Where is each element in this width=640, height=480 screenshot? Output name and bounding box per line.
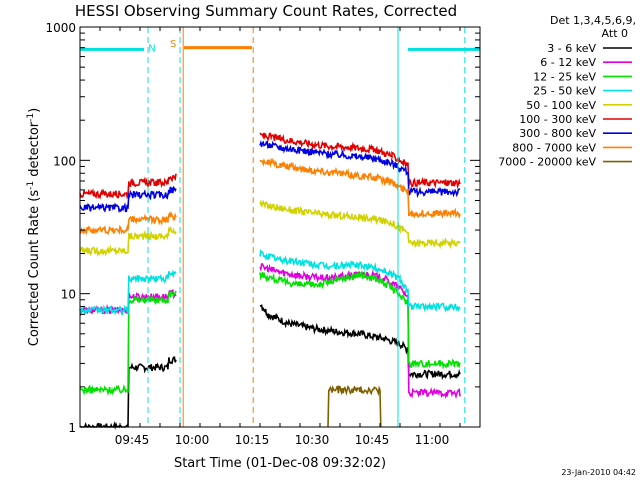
y-axis-label-part: ): [27, 108, 42, 113]
legend-entry: 25 - 50 keV: [533, 85, 632, 98]
legend-entry: 3 - 6 keV: [547, 42, 632, 55]
series-50to100kev: [79, 199, 461, 258]
x-tick-label: 09:45: [115, 433, 150, 447]
y-axis-label-part: Corrected Count Rate (s: [27, 190, 42, 347]
legend-entry: 100 - 300 keV: [519, 113, 632, 126]
series-100to300kev: [79, 132, 461, 200]
x-tick-label: 10:15: [235, 433, 270, 447]
plot-frame: [79, 26, 481, 428]
legend-entry-label: 12 - 25 keV: [533, 70, 596, 83]
series-line-segment: [259, 157, 461, 220]
legend-entry: 50 - 100 keV: [526, 99, 632, 112]
series-line-segment: [259, 132, 461, 190]
legend-entry-label: 50 - 100 keV: [526, 99, 596, 112]
series-layer: [79, 132, 461, 430]
y-axis-label-exponent: -1: [26, 113, 36, 122]
y-tick-label: 1: [68, 421, 76, 435]
timestamp-stamp: 23-Jan-2010 04:42: [561, 468, 636, 477]
y-axis-label-part: detector: [27, 121, 42, 181]
legend-entry-label: 25 - 50 keV: [533, 85, 596, 98]
x-tick-label: 10:30: [295, 433, 330, 447]
series-line-segment: [79, 226, 177, 258]
series-line-segment: [79, 210, 177, 236]
legend-entry: 300 - 800 keV: [519, 127, 632, 140]
legend-entry: 7000 - 20000 keV: [498, 156, 632, 169]
legend-entry-label: 7000 - 20000 keV: [498, 156, 596, 169]
series-line-segment: [259, 304, 461, 381]
y-axis-label-exponent: -1: [26, 181, 36, 190]
series-line-segment: [259, 248, 461, 313]
legend-entry-label: 300 - 800 keV: [519, 127, 596, 140]
series-25to50kev: [79, 248, 461, 316]
x-tick-label: 10:45: [355, 433, 390, 447]
series-7000to20000kev: [327, 384, 382, 428]
y-tick-label: 10: [61, 288, 76, 302]
legend-entry-label: 3 - 6 keV: [547, 42, 596, 55]
y-axis-label: Corrected Count Rate (s-1 detector-1): [26, 108, 42, 346]
series-line-segment: [259, 199, 461, 250]
series-line-segment: [79, 185, 177, 214]
legend-entry: 12 - 25 keV: [533, 70, 632, 83]
x-tick-label: 10:00: [175, 433, 210, 447]
series-line-segment: [327, 384, 382, 428]
series-line-segment: [259, 139, 461, 199]
series-3to6kev: [79, 304, 461, 430]
series-800to7000kev: [79, 157, 461, 236]
legend-entry: 800 - 7000 keV: [512, 141, 632, 154]
y-ticks: 1 10 100 1000: [45, 21, 480, 435]
x-ticks: 09:45 10:00 10:15 10:30 10:45 11:00: [79, 27, 481, 447]
y-tick-label: 100: [53, 154, 76, 168]
legend-header-line-1: Det 1,3,4,5,6,9,: [550, 14, 636, 27]
flag-marker-label: N: [148, 44, 155, 55]
legend-entry: 6 - 12 keV: [540, 56, 632, 69]
y-tick-label: 1000: [45, 21, 76, 35]
series-line-segment: [259, 270, 461, 370]
series-300to800kev: [79, 139, 461, 214]
legend-entry-label: 100 - 300 keV: [519, 113, 596, 126]
legend-entry-label: 800 - 7000 keV: [512, 141, 596, 154]
series-line-segment: [79, 269, 177, 316]
legend-entry-label: 6 - 12 keV: [540, 56, 596, 69]
flag-marker-label: S: [170, 39, 176, 50]
legend-header-line-2: Att 0: [602, 27, 628, 40]
series-line-segment: [79, 173, 177, 200]
x-tick-label: 11:00: [415, 433, 450, 447]
x-axis-label: Start Time (01-Dec-08 09:32:02): [174, 456, 386, 471]
chart-title: HESSI Observing Summary Count Rates, Cor…: [75, 2, 457, 20]
